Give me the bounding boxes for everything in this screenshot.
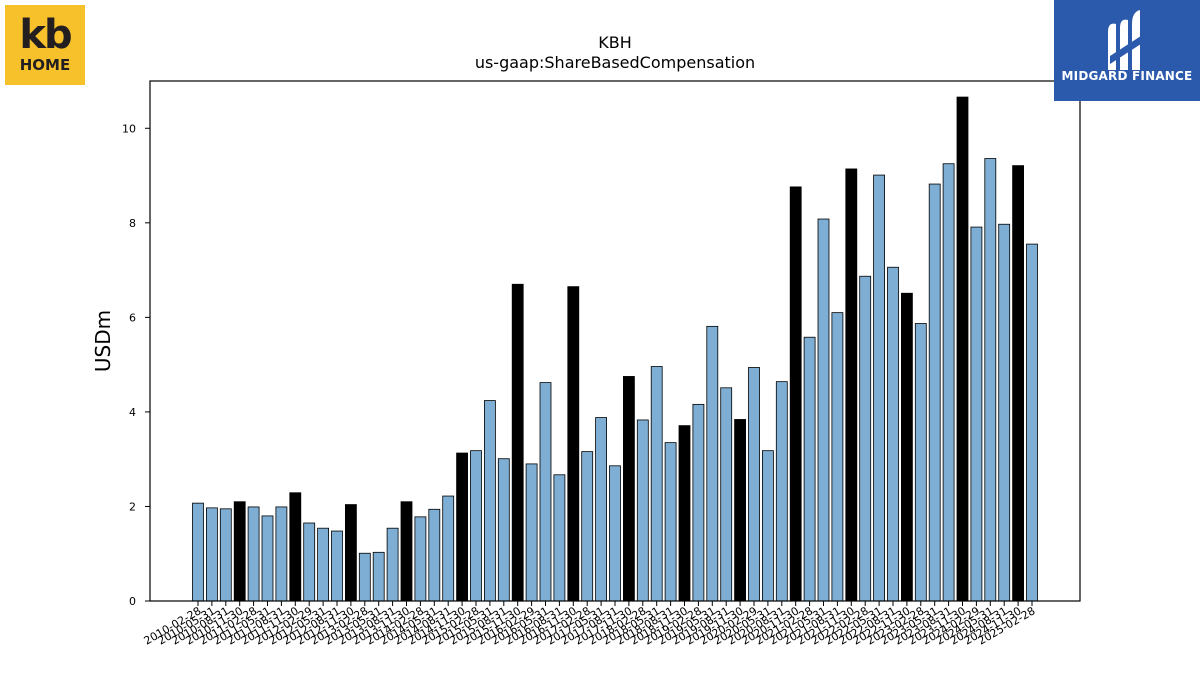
y-axis-label: USDm [91,310,115,372]
bar-2017-11-30 [623,376,635,602]
bar-2019-02-28 [692,403,705,602]
bar-2011-05-31 [261,515,274,602]
bar-2020-05-31 [762,450,774,602]
bar-2011-08-31 [275,506,288,602]
kb-logo-subtext: HOME [19,56,71,74]
y-tick-label: 10 [122,122,136,135]
y-axis: 0 2 4 6 8 10 [122,122,150,608]
bars-group [192,96,1038,602]
bar-2023-05-31 [928,183,941,602]
bar-2024-02-29 [970,226,983,602]
bar-2015-05-31 [483,400,496,602]
bar-2010-05-31 [205,507,218,602]
midgard-m-icon [1108,10,1144,70]
bar-2014-05-31 [428,508,441,602]
chart-title: KBH [598,33,632,52]
y-tick-label: 6 [129,311,136,324]
y-tick-label: 2 [129,500,136,513]
bar-2023-02-28 [914,323,927,602]
bar-2023-11-30 [956,96,969,602]
bar-2024-11-30 [1012,165,1024,602]
y-tick-label: 0 [129,595,136,608]
bar-2016-02-29 [525,463,538,602]
kb-home-logo: kb HOME [5,5,85,85]
bar-2011-11-30 [289,492,302,602]
bar-2018-02-28 [636,419,649,602]
bar-2013-05-31 [372,551,385,602]
bar-2014-02-28 [414,516,427,602]
plot-frame [149,80,1081,602]
bar-2014-08-31 [442,495,455,602]
bar-2014-11-30 [456,452,469,602]
midgard-logo-text: MIDGARD FINANCE [1061,69,1193,83]
midgard-finance-logo: MIDGARD FINANCE [1054,0,1200,101]
bar-2016-11-30 [567,286,580,602]
bar-2023-08-31 [942,163,955,602]
bar-2013-11-30 [400,501,413,602]
bar-2020-11-30 [789,186,802,602]
bar-2010-02-28 [192,502,204,602]
x-axis: 2010-02-282010-05-312010-08-312010-11-30… [142,601,1038,648]
bar-2012-08-31 [331,530,343,602]
bar-2020-08-31 [775,381,788,602]
bar-2012-05-31 [317,527,330,602]
bar-2013-02-28 [358,552,371,602]
bar-2017-05-31 [595,417,607,602]
bar-2019-11-30 [734,419,746,602]
bar-2015-08-31 [497,458,510,602]
bar-2017-02-28 [581,451,594,602]
bar-2021-02-28 [803,336,816,602]
bar-2022-05-31 [873,174,885,602]
bar-2015-11-30 [511,283,524,602]
bar-2018-05-31 [650,366,663,602]
bar-2010-08-31 [219,508,232,602]
bar-2011-02-28 [247,506,260,602]
kb-logo-text: kb [19,12,72,58]
bar-2025-02-28 [1026,243,1038,602]
bar-2012-11-30 [344,504,357,602]
y-tick-label: 8 [129,217,136,230]
bar-2016-05-31 [539,382,552,602]
bar-2021-11-30 [845,168,858,602]
bar-2024-08-31 [998,223,1011,602]
bar-2019-08-31 [720,387,733,602]
bar-2018-11-30 [678,425,691,602]
bar-2022-02-28 [859,275,872,602]
bar-2022-08-31 [887,266,899,602]
bar-2015-02-28 [470,450,482,602]
bar-2018-08-31 [664,442,677,602]
y-tick-label: 4 [129,406,136,419]
bar-2010-11-30 [233,501,246,602]
chart-subtitle: us-gaap:ShareBasedCompensation [475,53,755,72]
bar-2020-02-29 [748,367,760,602]
bar-2017-08-31 [609,465,621,602]
bar-2019-05-31 [706,325,719,602]
bar-2012-02-29 [303,522,316,602]
bar-2022-11-30 [901,292,913,602]
bar-2024-05-31 [984,158,997,602]
bar-2016-08-31 [553,474,566,602]
bar-2013-08-31 [386,527,399,602]
bar-2021-08-31 [831,312,844,602]
bar-2021-05-31 [817,218,830,602]
